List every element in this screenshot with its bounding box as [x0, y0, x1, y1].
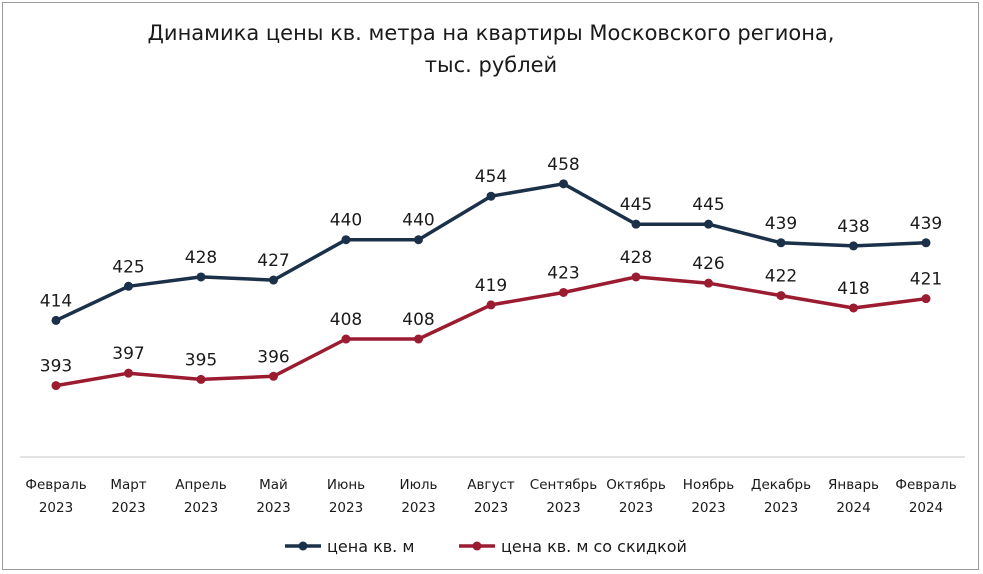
- x-tick-label-month: Ноябрь: [683, 477, 734, 493]
- series-1-point: [124, 281, 133, 291]
- series-1-point: [849, 241, 858, 251]
- series-2-data-label: 422: [765, 267, 797, 287]
- x-tick-label-month: Март: [110, 477, 146, 493]
- x-tick-label-month: Сентябрь: [530, 477, 597, 493]
- series-2-data-label: 418: [837, 279, 869, 299]
- series-1-data-label: 427: [257, 251, 289, 271]
- x-tick-label-month: Май: [259, 477, 288, 493]
- series-2-data-label: 421: [910, 270, 942, 290]
- x-tick-label-year: 2023: [184, 500, 218, 516]
- chart-title-line-1: Динамика цены кв. метра на квартиры Моск…: [148, 21, 835, 45]
- x-axis-ticks: Февраль 2023 Март 2023 Апрель 2023 Май 2023 Июнь…: [25, 477, 956, 516]
- x-tick-label-year: 2023: [329, 500, 363, 516]
- series-2-point: [921, 294, 931, 304]
- series-1-point: [559, 179, 568, 189]
- x-tick-label-month: Август: [467, 477, 515, 493]
- series-1: 414 425 428 427 440 440 454 458 445 445 439 438 439: [40, 155, 942, 325]
- series-1-data-label: 440: [330, 211, 362, 231]
- series-1-data-label: 425: [112, 257, 144, 277]
- series-2: 393 397 395 396 408 408 419 423 428 426 422 418 421: [40, 248, 942, 391]
- x-tick-label-month: Июль: [399, 477, 437, 493]
- series-2-point: [486, 300, 496, 310]
- x-tick-label-year: 2023: [256, 500, 290, 516]
- x-tick-label-year: 2023: [546, 500, 580, 516]
- series-1-point: [414, 235, 423, 245]
- x-tick-label-year: 2023: [111, 500, 145, 516]
- series-2-point: [269, 371, 278, 381]
- x-tick-label-year: 2023: [619, 500, 653, 516]
- x-tick-label-year: 2024: [909, 500, 943, 516]
- series-2-data-label: 397: [112, 344, 144, 364]
- x-tick-label-month: Февраль: [25, 477, 86, 493]
- legend-label: цена кв. м: [327, 537, 414, 556]
- series-1-point: [51, 315, 61, 325]
- series-2-data-label: 395: [185, 350, 217, 370]
- series-2-point: [776, 291, 786, 301]
- series-1-point: [704, 219, 713, 229]
- series-1-data-label: 438: [837, 217, 869, 237]
- series-1-point: [196, 272, 206, 282]
- legend-swatch-marker: [472, 541, 482, 551]
- series-1-data-label: 428: [185, 248, 217, 268]
- series-2-point: [196, 374, 206, 384]
- x-tick-label-month: Февраль: [895, 477, 956, 493]
- series-1-data-label: 445: [692, 195, 724, 215]
- series-2-point: [631, 272, 641, 282]
- series-1-point: [486, 191, 496, 201]
- series-layer: 414 425 428 427 440 440 454 458 445 445 439 438 439 3…: [40, 155, 942, 391]
- series-1-point: [341, 235, 351, 245]
- series-1-data-label: 439: [910, 214, 942, 234]
- x-tick-label-year: 2023: [764, 500, 798, 516]
- series-2-point: [704, 278, 713, 288]
- series-2-point: [124, 368, 133, 378]
- series-1-point: [269, 275, 278, 285]
- series-2-data-label: 393: [40, 357, 72, 377]
- series-1-data-label: 440: [402, 211, 434, 231]
- x-tick-label-year: 2023: [474, 500, 508, 516]
- x-tick-label-year: 2023: [401, 500, 435, 516]
- x-tick-label-year: 2024: [836, 500, 870, 516]
- series-1-point: [921, 238, 931, 248]
- series-1-data-label: 454: [475, 167, 507, 187]
- x-tick-label-month: Июнь: [327, 477, 365, 493]
- series-1-point: [776, 238, 786, 248]
- series-1-data-label: 414: [40, 291, 72, 311]
- series-1-data-label: 439: [765, 214, 797, 234]
- chart-title-line-2: тыс. рублей: [425, 53, 557, 77]
- legend-swatch-marker: [298, 541, 308, 551]
- series-2-point: [414, 334, 423, 344]
- series-2-data-label: 428: [620, 248, 652, 268]
- series-1-data-label: 458: [547, 155, 579, 175]
- legend-item-2: цена кв. м со скидкой: [459, 537, 687, 556]
- x-tick-label-month: Апрель: [175, 477, 227, 493]
- series-2-point: [341, 334, 351, 344]
- series-2-data-label: 423: [547, 263, 579, 283]
- legend-label: цена кв. м со скидкой: [501, 537, 687, 556]
- x-tick-label-year: 2023: [39, 500, 73, 516]
- x-tick-label-month: Декабрь: [751, 477, 811, 493]
- series-2-point: [849, 303, 858, 313]
- x-tick-label-year: 2023: [691, 500, 725, 516]
- series-2-point: [559, 287, 568, 297]
- series-2-data-label: 426: [692, 254, 724, 274]
- series-1-data-label: 445: [620, 195, 652, 215]
- series-2-data-label: 408: [330, 310, 362, 330]
- series-1-point: [631, 219, 641, 229]
- legend-item-1: цена кв. м: [285, 537, 414, 556]
- x-tick-label-month: Январь: [828, 477, 879, 493]
- series-2-data-label: 396: [257, 347, 289, 367]
- series-2-data-label: 419: [475, 276, 507, 296]
- series-2-point: [51, 381, 61, 391]
- legend: цена кв. м цена кв. м со скидкой: [285, 537, 687, 556]
- x-tick-label-month: Октябрь: [606, 477, 666, 493]
- series-2-data-label: 408: [402, 310, 434, 330]
